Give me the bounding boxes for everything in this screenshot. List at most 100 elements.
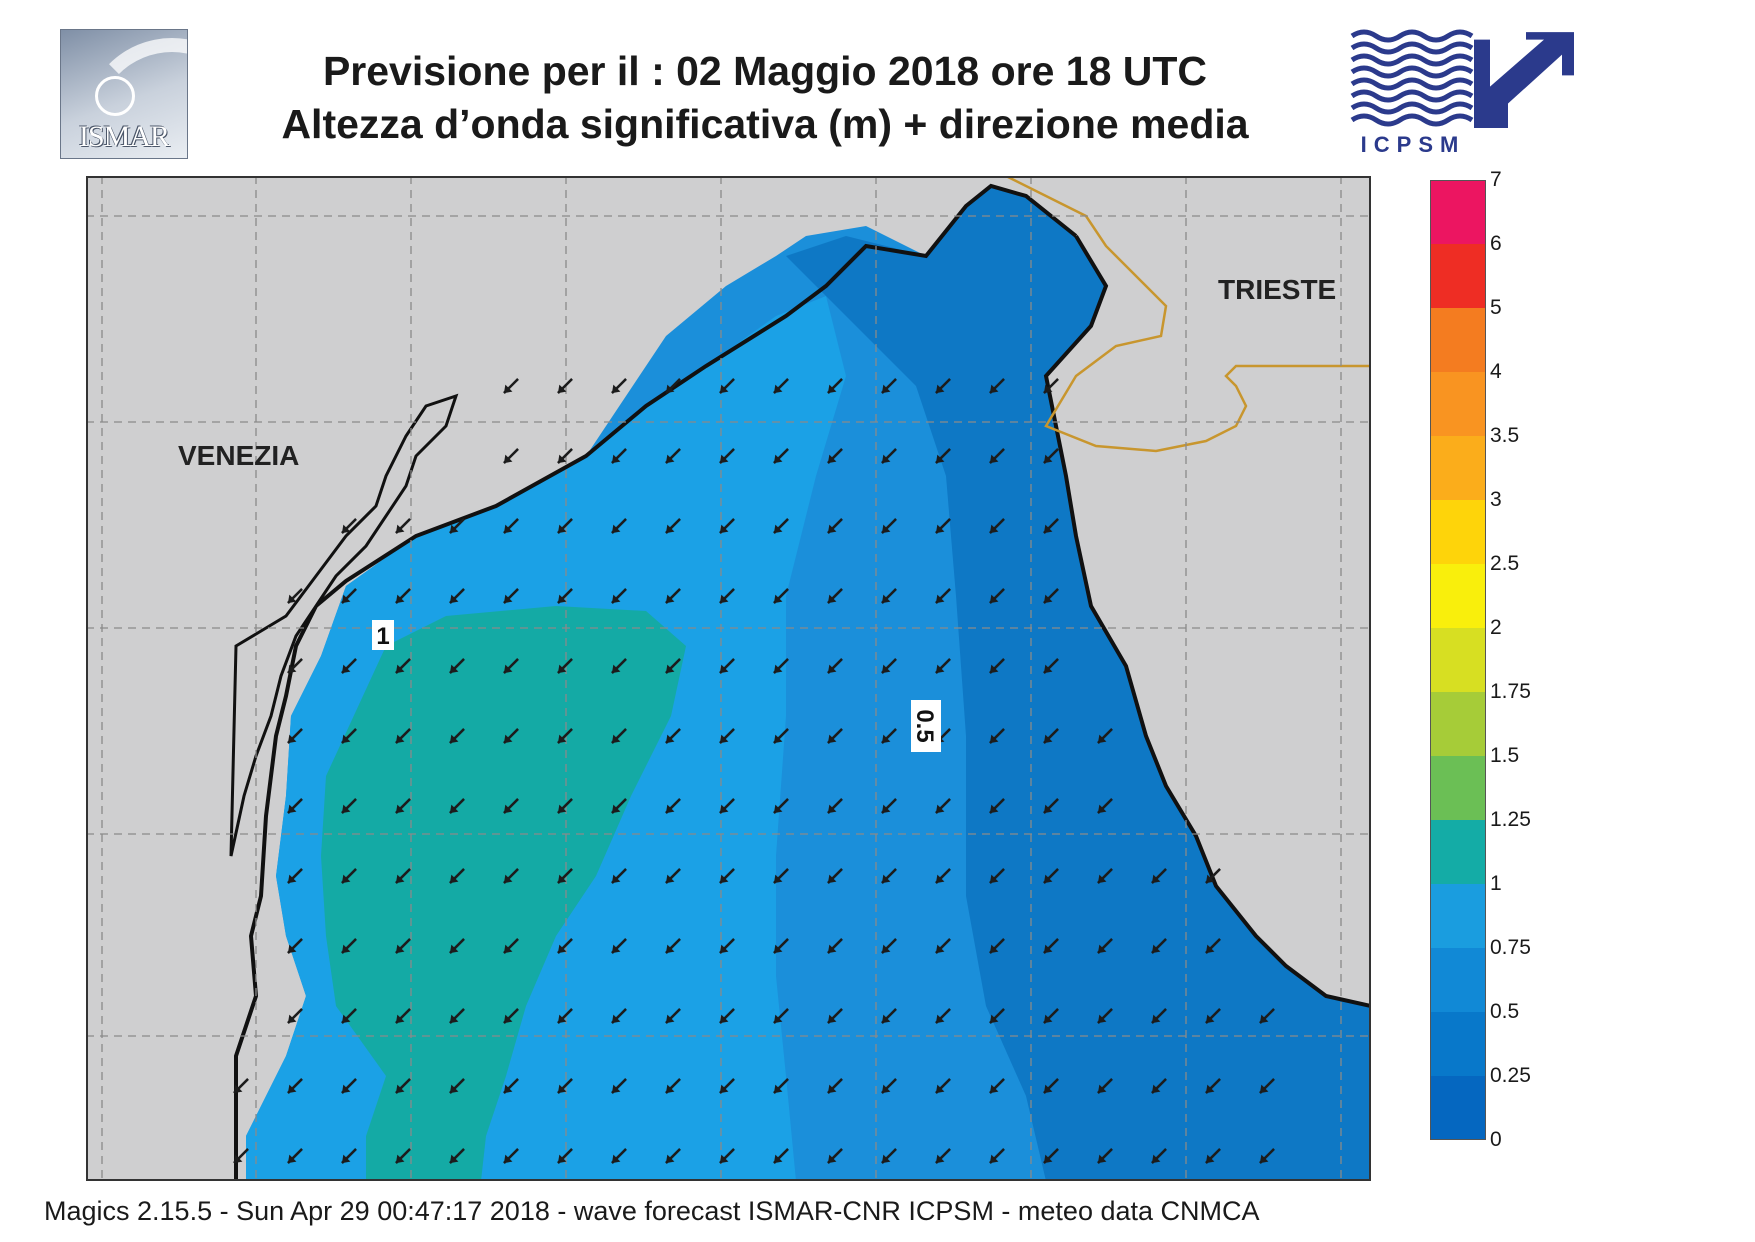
direction-arrow-head — [611, 1014, 621, 1024]
direction-arrow-head — [287, 804, 297, 814]
direction-arrow — [503, 1148, 519, 1164]
direction-arrow — [287, 798, 303, 814]
direction-arrow — [773, 728, 789, 744]
contour-label-1-text: 1 — [376, 623, 389, 650]
direction-arrow-head — [1043, 1084, 1053, 1094]
direction-arrow — [935, 1008, 951, 1024]
direction-arrow-head — [503, 1014, 513, 1024]
direction-arrow — [989, 1148, 1005, 1164]
country-border — [1005, 176, 1371, 453]
direction-arrow — [827, 1008, 843, 1024]
direction-arrow — [665, 518, 681, 534]
direction-arrow — [1097, 1008, 1113, 1024]
direction-arrow — [1205, 1148, 1221, 1164]
direction-arrow — [1043, 588, 1059, 604]
direction-arrow — [287, 868, 303, 884]
direction-arrow-head — [1151, 1084, 1161, 1094]
direction-arrow — [395, 588, 411, 604]
direction-arrow-head — [827, 1154, 837, 1164]
direction-arrow-head — [881, 594, 891, 604]
direction-arrow — [989, 728, 1005, 744]
direction-arrow — [1259, 1148, 1275, 1164]
direction-arrow-head — [557, 524, 567, 534]
direction-arrow — [881, 1148, 897, 1164]
direction-arrow-head — [503, 1154, 513, 1164]
direction-arrow-head — [287, 1014, 297, 1024]
direction-arrow-head — [1097, 734, 1107, 744]
direction-arrow — [665, 448, 681, 464]
direction-arrow — [773, 448, 789, 464]
direction-arrow-head — [449, 594, 459, 604]
lagoon-islands — [229, 393, 459, 857]
direction-arrow-head — [827, 384, 837, 394]
direction-arrow-head — [881, 384, 891, 394]
footer-credits: Magics 2.15.5 - Sun Apr 29 00:47:17 2018… — [44, 1196, 1260, 1226]
direction-arrow — [611, 518, 627, 534]
direction-arrow — [719, 1148, 735, 1164]
direction-arrow-head — [827, 1084, 837, 1094]
direction-arrow-head — [719, 384, 729, 394]
colorbar-tick-label: 3.5 — [1490, 424, 1520, 447]
direction-arrow — [1043, 1008, 1059, 1024]
contour-label-05-text: 0.5 — [911, 709, 938, 742]
direction-arrow-head — [1205, 1154, 1215, 1164]
direction-arrow-head — [287, 1154, 297, 1164]
direction-arrow — [827, 728, 843, 744]
direction-arrow — [341, 518, 357, 534]
direction-arrow-head — [881, 1154, 891, 1164]
direction-arrow-head — [935, 1014, 945, 1024]
direction-arrow — [287, 1078, 303, 1094]
contour-label-1: 1 — [372, 620, 394, 650]
direction-arrow-head — [881, 454, 891, 464]
direction-arrow-head — [935, 454, 945, 464]
direction-arrow — [557, 588, 573, 604]
direction-arrow — [773, 868, 789, 884]
direction-arrow-head — [341, 944, 351, 954]
direction-arrow — [449, 728, 465, 744]
graticule — [86, 176, 1371, 1181]
map-frame — [86, 176, 1371, 1181]
direction-arrow-head — [287, 944, 297, 954]
colorbar-segment — [1430, 372, 1486, 436]
direction-arrow-head — [557, 1084, 567, 1094]
direction-arrows — [233, 378, 1275, 1164]
icpsm-logo-text: ICPSM — [1360, 132, 1466, 157]
direction-arrow-head — [449, 1014, 459, 1024]
direction-arrow-head — [989, 384, 999, 394]
direction-arrow — [773, 1078, 789, 1094]
direction-arrow-head — [719, 454, 729, 464]
direction-arrow — [611, 448, 627, 464]
direction-arrow — [395, 518, 411, 534]
sea-band-1-125 — [321, 606, 686, 1181]
direction-arrow — [773, 658, 789, 674]
direction-arrow-head — [1151, 1014, 1161, 1024]
direction-arrow-head — [503, 734, 513, 744]
direction-arrow — [719, 588, 735, 604]
direction-arrow-head — [827, 944, 837, 954]
direction-arrow-head — [719, 874, 729, 884]
direction-arrow-head — [665, 664, 675, 674]
ismar-logo-text: ISMAR — [78, 120, 170, 153]
direction-arrow — [557, 448, 573, 464]
direction-arrow-head — [719, 664, 729, 674]
direction-arrow-head — [827, 524, 837, 534]
direction-arrow — [1097, 938, 1113, 954]
direction-arrow-head — [449, 1084, 459, 1094]
direction-arrow — [665, 378, 681, 394]
direction-arrow-head — [989, 804, 999, 814]
direction-arrow — [881, 938, 897, 954]
direction-arrow — [341, 658, 357, 674]
direction-arrow — [1043, 658, 1059, 674]
colorbar-tick-label: 2.5 — [1490, 552, 1520, 575]
direction-arrow-head — [773, 804, 783, 814]
direction-arrow — [827, 1078, 843, 1094]
direction-arrow-head — [1097, 944, 1107, 954]
direction-arrow — [341, 588, 357, 604]
direction-arrow — [1043, 378, 1059, 394]
direction-arrow-head — [827, 594, 837, 604]
direction-arrow-head — [1043, 524, 1053, 534]
direction-arrow-head — [881, 944, 891, 954]
direction-arrow-head — [665, 804, 675, 814]
direction-arrow-head — [989, 524, 999, 534]
direction-arrow-head — [449, 804, 459, 814]
